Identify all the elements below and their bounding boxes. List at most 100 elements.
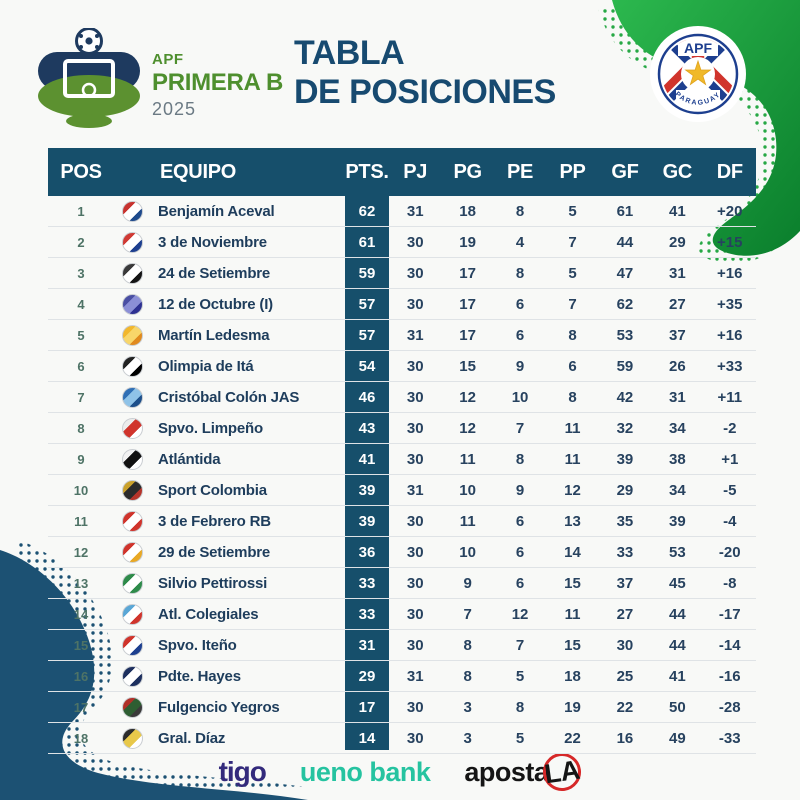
team-crest xyxy=(114,448,150,470)
team-name: Martín Ledesma xyxy=(158,326,270,344)
goals-for-value: 47 xyxy=(616,264,634,282)
table-row: 5 Martín Ledesma 57 31 17 6 8 53 37 +16 xyxy=(48,320,756,351)
goal-diff-value: -17 xyxy=(718,605,741,623)
won-value: 19 xyxy=(459,233,476,251)
points-value: 36 xyxy=(358,543,376,561)
won-value: 9 xyxy=(463,574,472,592)
goals-for-value: 59 xyxy=(616,357,634,375)
drawn-value: 8 xyxy=(515,450,525,468)
tigo-logo: tigo xyxy=(218,756,267,787)
lost-value: 19 xyxy=(564,698,581,716)
played-value: 30 xyxy=(406,698,424,716)
table-row: 14 Atl. Colegiales 33 30 7 12 11 27 44 -… xyxy=(48,599,756,630)
team-crest xyxy=(114,696,150,718)
played-value: 30 xyxy=(406,419,424,437)
drawn-value: 6 xyxy=(515,543,525,561)
lost-value: 7 xyxy=(568,233,577,251)
lost-value: 18 xyxy=(564,667,581,685)
table-row: 3 24 de Setiembre 59 30 17 8 5 47 31 +16 xyxy=(48,258,756,289)
team-crest xyxy=(114,572,150,594)
goals-against-value: 44 xyxy=(669,605,686,623)
played-value: 31 xyxy=(406,202,424,220)
points-value: 43 xyxy=(358,419,376,437)
table-header-row: POS EQUIPO PTS. PJ PG PE PP GF GC DF xyxy=(48,148,756,196)
drawn-value: 12 xyxy=(511,605,529,623)
team-name: Olimpia de Itá xyxy=(158,357,254,375)
team-crest xyxy=(114,200,150,222)
goals-for-value: 37 xyxy=(616,574,634,592)
goal-diff-value: +16 xyxy=(717,264,743,282)
position-number: 6 xyxy=(77,358,85,374)
won-value: 7 xyxy=(463,605,472,623)
won-value: 12 xyxy=(459,419,476,437)
played-value: 30 xyxy=(406,605,424,623)
position-number: 16 xyxy=(73,668,89,684)
goals-for-value: 62 xyxy=(616,295,634,313)
table-row: 18 Gral. Díaz 14 30 3 5 22 16 49 -33 xyxy=(48,723,756,754)
goals-against-value: 44 xyxy=(669,636,686,654)
won-value: 11 xyxy=(459,512,476,530)
lost-value: 11 xyxy=(564,450,581,468)
goals-for-value: 44 xyxy=(616,233,634,251)
team-crest xyxy=(114,634,150,656)
points-value: 61 xyxy=(358,233,376,251)
drawn-value: 6 xyxy=(515,326,525,344)
team-name: Silvio Pettirossi xyxy=(158,574,268,592)
played-value: 30 xyxy=(406,636,424,654)
points-column-band xyxy=(345,148,389,750)
col-header-gf: GF xyxy=(611,160,639,183)
team-crest xyxy=(114,727,150,749)
table-row: 15 Spvo. Iteño 31 30 8 7 15 30 44 -14 xyxy=(48,630,756,661)
points-value: 31 xyxy=(358,636,376,654)
goals-against-value: 27 xyxy=(669,295,686,313)
drawn-value: 4 xyxy=(515,233,525,251)
played-value: 30 xyxy=(406,543,424,561)
played-value: 30 xyxy=(406,233,424,251)
goals-for-value: 53 xyxy=(616,326,634,344)
table-row: 8 Spvo. Limpeño 43 30 12 7 11 32 34 -2 xyxy=(48,413,756,444)
title-line-2: DE POSICIONES xyxy=(294,73,556,111)
table-row: 11 3 de Febrero RB 39 30 11 6 13 35 39 -… xyxy=(48,506,756,537)
played-value: 30 xyxy=(406,295,424,313)
ueno-bank-logo: ueno bank xyxy=(299,756,431,787)
points-value: 17 xyxy=(358,698,376,716)
position-number: 1 xyxy=(77,203,85,219)
lost-value: 15 xyxy=(564,636,581,654)
apostala-text: aposta xyxy=(464,756,549,787)
team-crest xyxy=(114,293,150,315)
team-crest-icon xyxy=(121,262,143,284)
col-header-pos: POS xyxy=(60,160,102,183)
goal-diff-value: -2 xyxy=(723,419,737,437)
points-value: 62 xyxy=(358,202,376,220)
team-crest-icon xyxy=(121,603,143,625)
logo-division-name: PRIMERA B xyxy=(152,69,284,96)
lost-value: 7 xyxy=(568,295,577,313)
goal-diff-value: +33 xyxy=(717,357,743,375)
table-row: 4 12 de Octubre (I) 57 30 17 6 7 62 27 +… xyxy=(48,289,756,320)
goals-against-value: 53 xyxy=(669,543,686,561)
col-header-pj: PJ xyxy=(403,160,428,183)
played-value: 30 xyxy=(406,357,424,375)
team-crest-icon xyxy=(121,324,143,346)
team-crest xyxy=(114,262,150,284)
team-crest-icon xyxy=(121,665,143,687)
league-logo-icon xyxy=(38,28,140,128)
team-name: Spvo. Iteño xyxy=(158,636,237,654)
goals-against-value: 31 xyxy=(669,264,686,282)
goals-against-value: 41 xyxy=(669,202,686,220)
drawn-value: 5 xyxy=(515,667,525,685)
position-number: 18 xyxy=(73,730,89,746)
team-name: Fulgencio Yegros xyxy=(158,698,280,716)
team-crest-icon xyxy=(121,572,143,594)
table-row: 12 29 de Setiembre 36 30 10 6 14 33 53 -… xyxy=(48,537,756,568)
position-number: 9 xyxy=(77,451,85,467)
goal-diff-value: +1 xyxy=(721,450,739,468)
drawn-value: 7 xyxy=(515,636,525,654)
goal-diff-value: -8 xyxy=(723,574,737,592)
goal-diff-value: -16 xyxy=(718,667,741,685)
lost-value: 15 xyxy=(564,574,581,592)
team-crest xyxy=(114,541,150,563)
table-row: 13 Silvio Pettirossi 33 30 9 6 15 37 45 … xyxy=(48,568,756,599)
lost-value: 22 xyxy=(564,729,581,747)
